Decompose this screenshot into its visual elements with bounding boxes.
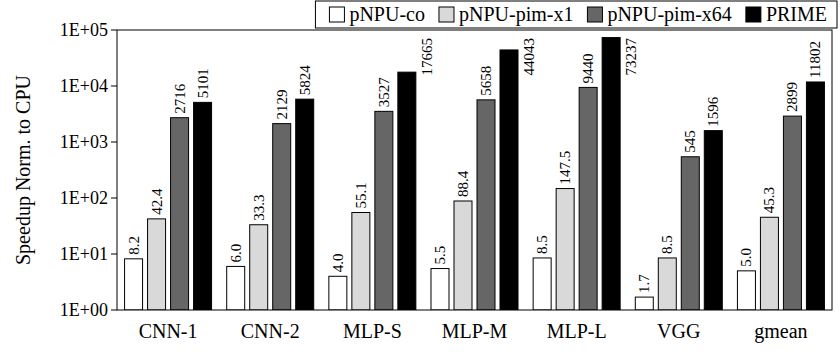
data-label: 8.5 bbox=[534, 235, 550, 254]
bar bbox=[635, 297, 653, 310]
data-label: 33.3 bbox=[251, 194, 267, 220]
x-tick-label: MLP-M bbox=[442, 320, 508, 342]
bar bbox=[737, 271, 755, 310]
data-label: 44043 bbox=[521, 38, 537, 76]
bar bbox=[704, 131, 722, 310]
data-labels: 8.2 42.4 2716 5101 6.0 33.3 2129 5824 4.0 55.1 352… bbox=[126, 38, 824, 294]
bar bbox=[398, 72, 416, 310]
bar bbox=[148, 219, 166, 310]
y-axis-label: Speedup Norm. to CPU bbox=[12, 74, 35, 265]
x-tick-label: MLP-S bbox=[343, 320, 402, 342]
bar bbox=[533, 258, 551, 310]
data-label: 17665 bbox=[419, 38, 435, 76]
data-label: 8.2 bbox=[126, 236, 142, 255]
legend-label: pNPU-co bbox=[349, 3, 425, 26]
bar bbox=[681, 157, 699, 310]
y-tick bbox=[111, 30, 117, 31]
data-label: 3527 bbox=[376, 77, 392, 108]
bar bbox=[806, 82, 824, 310]
bar bbox=[375, 111, 393, 310]
bars bbox=[125, 38, 825, 310]
data-label: 5658 bbox=[478, 66, 494, 96]
legend-swatch bbox=[587, 7, 602, 22]
y-tick bbox=[111, 254, 117, 255]
legend-label: PRIME bbox=[766, 3, 827, 25]
data-label: 1596 bbox=[705, 96, 721, 127]
legend: pNPU-co pNPU-pim-x1 pNPU-pim-x64 PRIME bbox=[315, 1, 837, 28]
bar bbox=[658, 258, 676, 310]
bar bbox=[477, 100, 495, 310]
data-label: 55.1 bbox=[353, 182, 369, 208]
legend-box bbox=[315, 1, 837, 28]
data-label: 5824 bbox=[297, 65, 313, 96]
data-label: 73237 bbox=[623, 38, 639, 76]
bar bbox=[556, 189, 574, 310]
y-tick-label: 1E+01 bbox=[60, 244, 108, 264]
legend-swatch bbox=[329, 7, 344, 22]
bar bbox=[250, 225, 268, 310]
legend-swatch bbox=[439, 7, 454, 22]
plot-frame bbox=[117, 30, 832, 310]
y-tick bbox=[111, 310, 117, 311]
x-tick-label: VGG bbox=[657, 320, 700, 342]
data-label: 147.5 bbox=[557, 151, 573, 185]
legend-label: pNPU-pim-x1 bbox=[459, 3, 573, 26]
data-label: 4.0 bbox=[330, 254, 346, 273]
x-tick-label: MLP-L bbox=[547, 320, 607, 342]
data-label: 88.4 bbox=[455, 170, 471, 197]
data-label: 5.5 bbox=[432, 246, 448, 265]
data-label: 9440 bbox=[580, 53, 596, 83]
x-tick-label: gmean bbox=[754, 320, 807, 343]
bar bbox=[760, 217, 778, 310]
y-tick-label: 1E+04 bbox=[60, 76, 108, 96]
data-label: 545 bbox=[682, 130, 698, 153]
chart: 1E+00 1E+01 1E+02 1E+03 1E+04 1E+05 Speedup No… bbox=[0, 0, 840, 360]
bar bbox=[454, 201, 472, 310]
y-tick bbox=[111, 198, 117, 199]
legend-swatch bbox=[746, 7, 761, 22]
y-tick bbox=[111, 142, 117, 143]
bar bbox=[227, 266, 245, 310]
bar bbox=[329, 276, 347, 310]
bar bbox=[171, 118, 189, 310]
bar bbox=[783, 116, 801, 310]
bar bbox=[273, 124, 291, 310]
data-label: 45.3 bbox=[761, 187, 777, 213]
data-label: 2716 bbox=[172, 83, 188, 114]
bar bbox=[352, 212, 370, 310]
y-tick bbox=[111, 86, 117, 87]
data-label: 2899 bbox=[784, 82, 800, 112]
data-label: 6.0 bbox=[228, 244, 244, 263]
data-label: 11802 bbox=[807, 41, 823, 78]
data-label: 1.7 bbox=[636, 274, 652, 293]
legend-label: pNPU-pim-x64 bbox=[607, 3, 731, 26]
bar bbox=[125, 259, 143, 310]
bar bbox=[431, 269, 449, 310]
bar bbox=[296, 99, 314, 310]
data-label: 2129 bbox=[274, 90, 290, 120]
y-tick-label: 1E+03 bbox=[60, 132, 108, 152]
bar bbox=[500, 50, 518, 310]
y-tick-label: 1E+02 bbox=[60, 188, 108, 208]
data-label: 5101 bbox=[195, 68, 211, 98]
data-label: 5.0 bbox=[738, 248, 754, 267]
y-tick-label: 1E+00 bbox=[60, 300, 108, 320]
bar bbox=[602, 38, 620, 310]
bar bbox=[194, 102, 212, 310]
y-tick-label: 1E+05 bbox=[60, 20, 108, 40]
x-tick-label: CNN-2 bbox=[241, 320, 300, 342]
data-label: 8.5 bbox=[659, 235, 675, 254]
x-tick-label: CNN-1 bbox=[139, 320, 198, 342]
data-label: 42.4 bbox=[149, 188, 165, 215]
bar bbox=[579, 87, 597, 310]
